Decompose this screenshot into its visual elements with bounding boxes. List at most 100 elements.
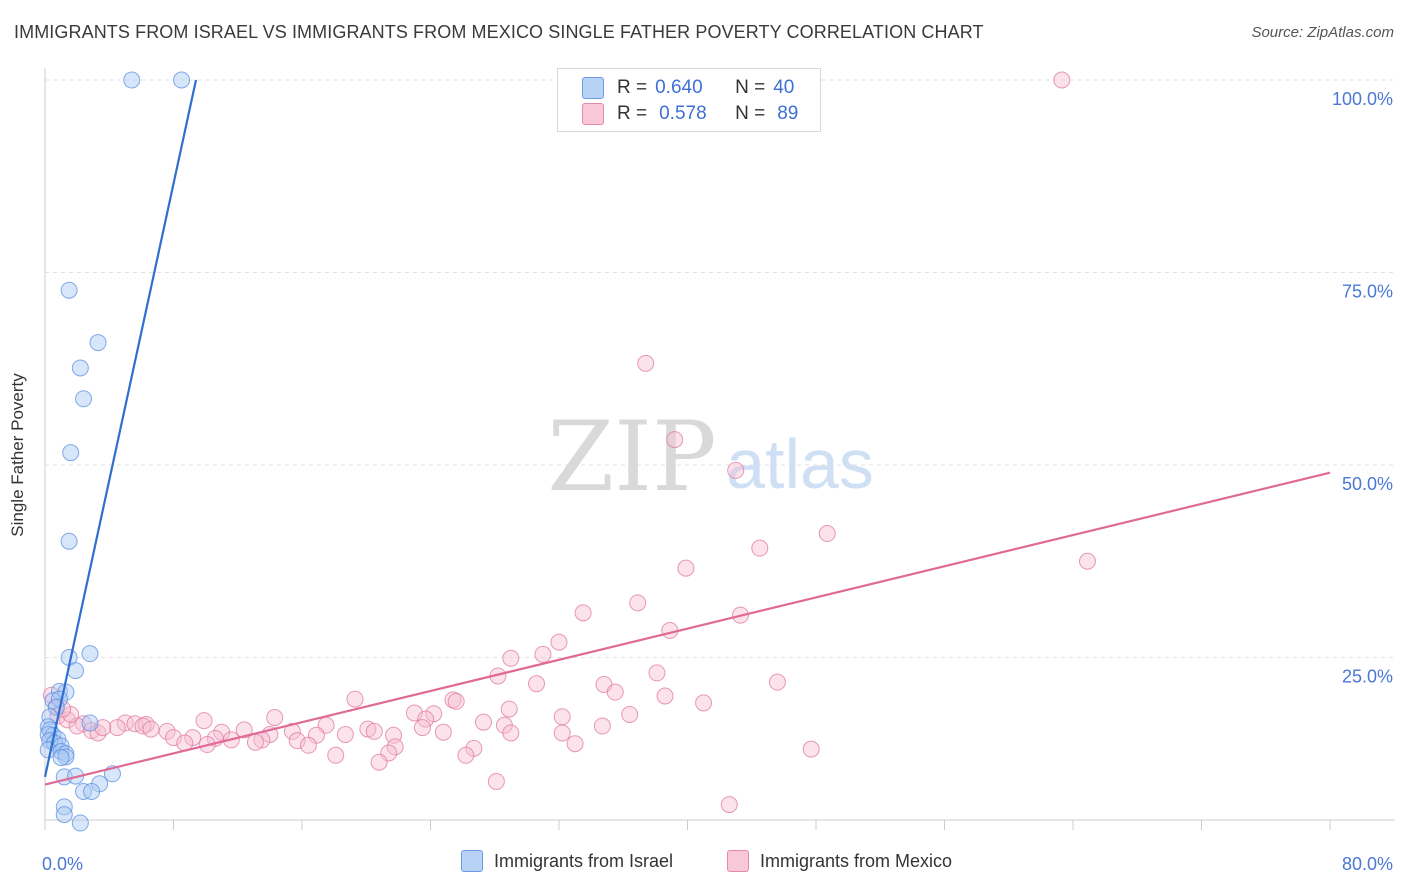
data-point-mexico <box>413 719 431 737</box>
data-point-israel <box>71 814 89 832</box>
data-point-mexico <box>606 683 624 701</box>
chart-title: IMMIGRANTS FROM ISRAEL VS IMMIGRANTS FRO… <box>14 22 984 42</box>
data-point-mexico <box>142 720 160 738</box>
legend-n-value-israel: 40 <box>773 77 795 98</box>
legend-swatch-israel <box>582 77 604 99</box>
data-point-mexico <box>648 664 666 682</box>
data-point-israel <box>55 806 73 824</box>
data-points <box>39 71 1096 832</box>
legend-n-value-mexico: 89 <box>777 103 799 124</box>
legend-swatch-mexico <box>582 103 604 125</box>
y-tick-label: 100.0% <box>1332 89 1393 109</box>
data-point-mexico <box>550 633 568 651</box>
y-tick-label: 50.0% <box>1342 474 1393 494</box>
data-point-mexico <box>158 722 176 740</box>
data-point-mexico <box>677 559 695 577</box>
tick-labels: 25.0% 50.0% 75.0% 100.0% 0.0% 80.0% <box>42 89 1393 874</box>
data-point-mexico <box>666 431 684 449</box>
legend-r-label: R = <box>617 77 648 98</box>
data-point-mexico <box>593 717 611 735</box>
data-point-mexico <box>266 709 284 727</box>
data-point-mexico <box>574 604 592 622</box>
data-point-mexico <box>346 690 364 708</box>
data-point-mexico <box>457 746 475 764</box>
data-point-mexico <box>528 675 546 693</box>
data-point-mexico <box>359 720 377 738</box>
x-tick-label-min: 0.0% <box>42 854 83 874</box>
trend-lines <box>43 79 1331 786</box>
data-point-mexico <box>235 721 253 739</box>
data-point-mexico <box>727 461 745 479</box>
data-point-mexico <box>656 687 674 705</box>
data-point-mexico <box>1078 552 1096 570</box>
trend-line-israel <box>43 79 198 778</box>
data-point-mexico <box>365 722 383 740</box>
data-point-mexico <box>534 645 552 663</box>
data-point-mexico <box>370 753 388 771</box>
watermark: ZIP atlas <box>547 401 874 513</box>
data-point-mexico <box>195 712 213 730</box>
data-point-mexico <box>553 708 571 726</box>
legend-row-mexico: R = 0.578 N = 89 <box>582 103 798 125</box>
data-point-israel <box>81 714 99 732</box>
data-point-israel <box>71 359 89 377</box>
data-point-mexico <box>246 733 264 751</box>
data-point-mexico <box>475 713 493 731</box>
data-point-mexico <box>621 705 639 723</box>
data-point-mexico <box>386 738 404 756</box>
gridlines <box>45 79 1395 658</box>
data-point-israel <box>62 444 80 462</box>
data-point-mexico <box>502 649 520 667</box>
y-tick-label: 75.0% <box>1342 282 1393 302</box>
legend-item-mexico: Immigrants from Mexico <box>727 850 952 872</box>
legend-item-israel: Immigrants from Israel <box>461 850 673 872</box>
data-point-mexico <box>751 539 769 557</box>
legend-swatch-mexico <box>727 850 749 872</box>
data-point-mexico <box>327 746 345 764</box>
data-point-mexico <box>553 724 571 742</box>
legend-r-label: R = <box>617 103 648 124</box>
legend-row-israel: R = 0.640 N = 40 <box>582 77 794 99</box>
data-point-israel <box>57 748 75 766</box>
x-tick-label-max: 80.0% <box>1342 854 1393 874</box>
data-point-mexico <box>720 796 738 814</box>
data-point-mexico <box>487 772 505 790</box>
data-point-israel <box>123 71 141 89</box>
data-point-mexico <box>299 736 317 754</box>
data-point-mexico <box>1053 71 1071 89</box>
trend-line-mexico <box>44 471 1331 786</box>
data-point-mexico <box>165 729 182 747</box>
data-point-mexico <box>637 354 655 372</box>
legend-r-value-israel: 0.640 <box>655 77 703 98</box>
data-point-mexico <box>336 726 354 743</box>
data-point-mexico <box>94 719 112 737</box>
legend-n-label: N = <box>735 103 766 124</box>
data-point-mexico <box>566 735 584 753</box>
data-point-mexico <box>108 719 126 737</box>
data-point-mexico <box>818 525 836 543</box>
data-point-mexico <box>434 723 452 741</box>
data-point-israel <box>75 390 93 408</box>
data-point-mexico <box>58 711 76 729</box>
data-point-mexico <box>500 700 518 718</box>
data-point-mexico <box>447 692 465 710</box>
data-point-israel <box>173 71 191 89</box>
data-point-mexico <box>802 740 820 758</box>
legend-label-mexico: Immigrants from Mexico <box>760 850 953 871</box>
legend-label-israel: Immigrants from Israel <box>494 850 674 871</box>
data-point-israel <box>60 281 78 299</box>
data-point-mexico <box>502 724 520 742</box>
data-point-israel <box>83 782 101 800</box>
data-point-mexico <box>288 732 306 750</box>
data-point-israel <box>60 532 78 550</box>
data-point-mexico <box>768 673 786 691</box>
legend-swatch-israel <box>461 850 483 872</box>
stats-legend: R = 0.640 N = 40 R = 0.578 N = 89 <box>557 68 821 132</box>
data-point-mexico <box>695 694 713 712</box>
axes <box>44 68 1395 830</box>
data-point-mexico <box>116 714 134 732</box>
data-point-israel <box>52 742 70 760</box>
data-point-israel <box>52 749 70 767</box>
series-legend: Immigrants from Israel Immigrants from M… <box>0 850 1406 880</box>
